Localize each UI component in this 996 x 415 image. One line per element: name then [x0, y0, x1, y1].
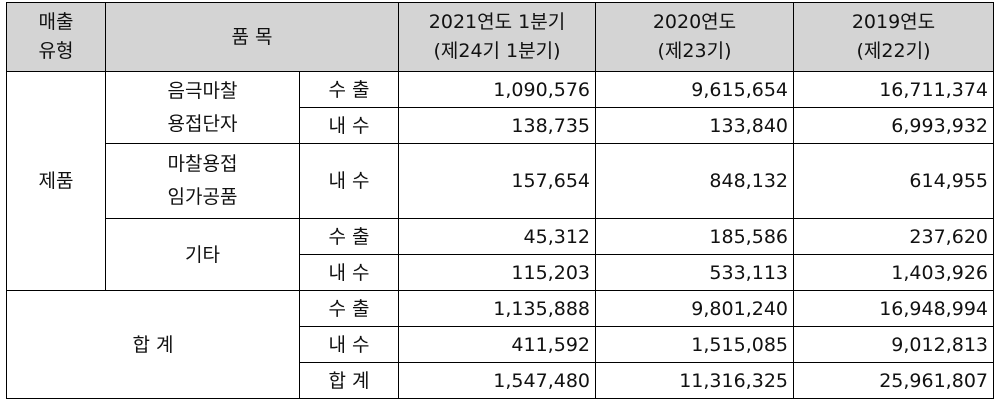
sales-kind-cell: 내 수 [299, 326, 399, 363]
value-2020-cell: 1,515,085 [595, 326, 794, 363]
header-2019: 2019연도 (제22기) [793, 2, 994, 72]
table-row: 합 계 1,547,480 11,316,325 25,961,807 [7, 362, 994, 399]
value-2021q1-cell: 115,203 [398, 254, 596, 291]
value-2021q1-cell: 138,735 [398, 107, 596, 144]
sales-kind-cell: 합 계 [299, 362, 399, 399]
value-2019-cell: 9,012,813 [793, 326, 994, 363]
table-row: 기타 수 출 45,312 185,586 237,620 [7, 218, 994, 291]
value-2019-cell: 1,403,926 [793, 254, 994, 291]
header-sales-type-line1: 매출 [38, 11, 74, 33]
table-row: 내 수 138,735 133,840 6,993,932 [7, 107, 994, 144]
sales-kind-cell: 수 출 [299, 218, 399, 255]
value-2021q1-cell: 411,592 [398, 326, 596, 363]
value-2020-cell: 9,615,654 [595, 71, 794, 108]
header-sales-type-line2: 유형 [38, 40, 74, 62]
value-2020-cell: 185,586 [595, 218, 794, 255]
value-2020-cell: 848,132 [595, 143, 794, 219]
header-2020-line1: 2020연도 [652, 11, 737, 33]
value-2019-cell: 25,961,807 [793, 362, 994, 399]
value-2020-cell: 133,840 [595, 107, 794, 144]
value-2021q1-cell: 45,312 [398, 218, 596, 255]
value-2019-cell: 16,948,994 [793, 290, 994, 327]
item-group-name: 마찰용접 임가공품 [105, 143, 300, 219]
sales-type-product: 제품 [6, 71, 106, 291]
table-row: 합 계 수 출 1,135,888 9,801,240 16,948,994 [6, 290, 994, 399]
sales-kind-cell: 내 수 [299, 143, 399, 219]
value-2019-cell: 237,620 [793, 218, 994, 255]
table-row: 마찰용접 임가공품 내 수 157,654 848,132 614,955 [7, 143, 994, 219]
value-2019-cell: 614,955 [793, 143, 994, 219]
value-2020-cell: 533,113 [595, 254, 794, 291]
item-group-name-line2: 임가공품 [167, 186, 238, 208]
header-2019-line2: (제22기) [856, 40, 931, 62]
total-label: 합 계 [6, 290, 300, 399]
item-group-name-line2: 용접단자 [167, 112, 238, 135]
header-item: 품 목 [105, 2, 399, 72]
value-2020-cell: 11,316,325 [595, 362, 794, 399]
item-group-name-line1: 마찰용접 [167, 153, 238, 175]
header-2020-line2: (제23기) [657, 40, 732, 62]
value-2021q1-cell: 1,547,480 [398, 362, 596, 399]
value-2021q1-cell: 1,135,888 [398, 290, 596, 327]
sales-kind-cell: 내 수 [299, 254, 399, 291]
value-2019-cell: 6,993,932 [793, 107, 994, 144]
sales-by-type-table: 매출 유형 품 목 2021연도 1분기 (제24기 1분기) 2020연도 (… [6, 2, 994, 399]
table-row: 내 수 115,203 533,113 1,403,926 [7, 254, 994, 291]
table-row: 제품 음극마찰 용접단자 수 출 1,090,576 9,615,654 16,… [6, 71, 994, 291]
item-group-name: 음극마찰 용접단자 [105, 71, 300, 144]
header-row: 매출 유형 품 목 2021연도 1분기 (제24기 1분기) 2020연도 (… [6, 2, 994, 72]
sales-kind-cell: 수 출 [299, 71, 399, 108]
header-2021q1: 2021연도 1분기 (제24기 1분기) [398, 2, 596, 72]
sales-kind-cell: 내 수 [299, 107, 399, 144]
item-group-name-line1: 음극마찰 [167, 79, 238, 102]
header-2019-line1: 2019연도 [851, 11, 936, 33]
header-2020: 2020연도 (제23기) [595, 2, 794, 72]
sales-kind-cell: 수 출 [299, 290, 399, 327]
value-2020-cell: 9,801,240 [595, 290, 794, 327]
header-2021q1-line1: 2021연도 1분기 [428, 11, 566, 33]
value-2019-cell: 16,711,374 [793, 71, 994, 108]
item-group-name: 기타 [105, 218, 300, 291]
table-row: 내 수 411,592 1,515,085 9,012,813 [7, 326, 994, 363]
header-sales-type: 매출 유형 [6, 2, 106, 72]
value-2021q1-cell: 1,090,576 [398, 71, 596, 108]
value-2021q1-cell: 157,654 [398, 143, 596, 219]
header-2021q1-line2: (제24기 1분기) [433, 40, 561, 62]
